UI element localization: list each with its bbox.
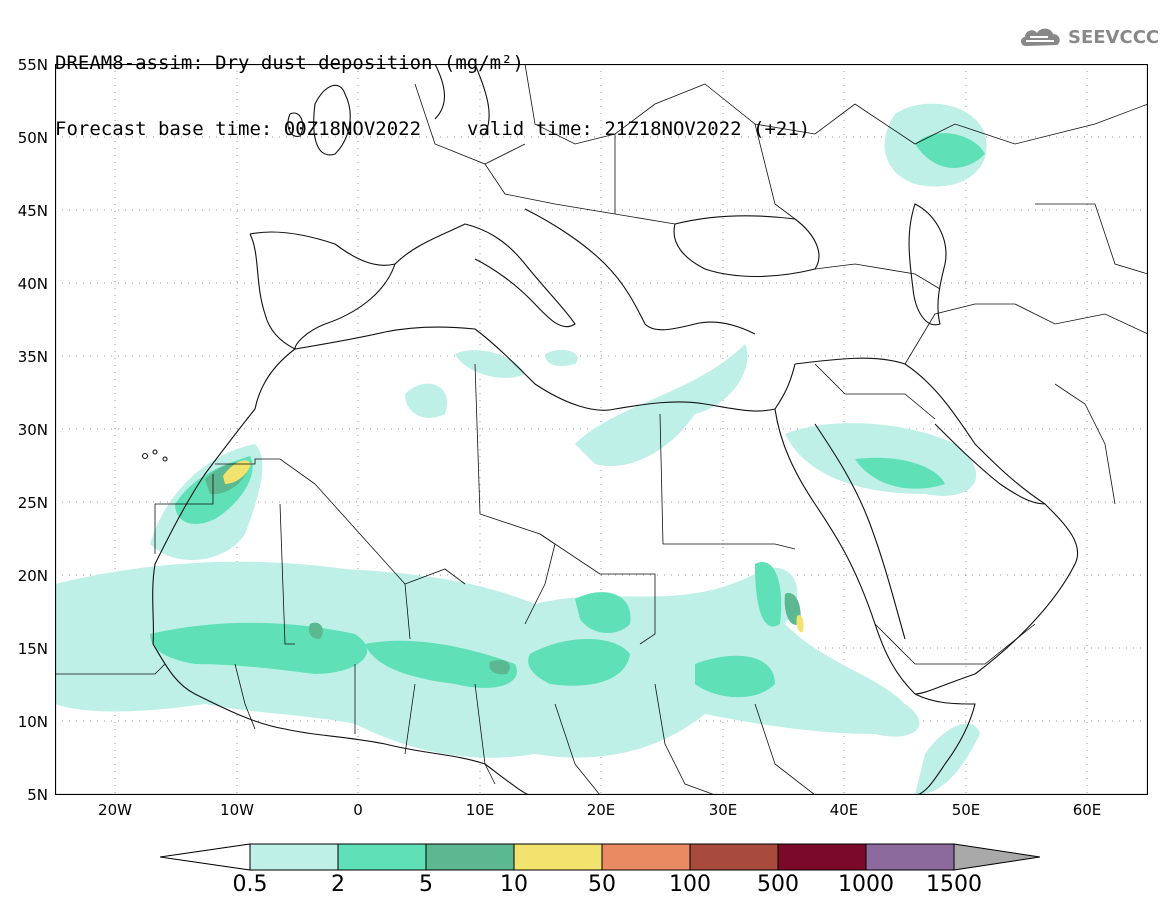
country-borders: [55, 64, 1148, 795]
colorbar-bin-7: [777, 843, 867, 871]
colorbar-bin-4: [513, 843, 603, 871]
colorbar-tick-10: 10: [500, 872, 528, 897]
lat-label-50n: 50N: [17, 129, 48, 147]
colorbar-bin-3: [425, 843, 515, 871]
title-line1: DREAM8-assim: Dry dust deposition (mg/m²…: [55, 52, 524, 74]
colorbar-tick-500: 500: [757, 872, 799, 897]
valid-time-label: valid time: 21Z18NOV2022 (+21): [467, 118, 811, 140]
lon-label-0: 0: [353, 801, 363, 819]
lon-label-30e: 30E: [708, 801, 738, 819]
lat-label-45n: 45N: [17, 202, 48, 220]
logo-text: SEEVCCC: [1068, 26, 1160, 48]
colorbar-bin-1: [249, 843, 339, 871]
lat-label-55n: 55N: [17, 56, 48, 74]
colorbar-tick-100: 100: [669, 872, 711, 897]
lon-label-40e: 40E: [829, 801, 859, 819]
colorbar-under-arrow: [160, 843, 251, 871]
title-line2: Forecast base time: 00Z18NOV2022 valid t…: [55, 118, 810, 140]
lat-label-20n: 20N: [17, 567, 48, 585]
colorbar-bin-6: [689, 843, 779, 871]
lon-label-20w: 20W: [98, 801, 132, 819]
seevccc-logo: SEEVCCC: [1018, 24, 1159, 50]
colorbar-bin-8: [865, 843, 955, 871]
dust-level-4: [223, 460, 804, 633]
dust-level-2: [150, 133, 985, 698]
colorbar-over-arrow: [953, 843, 1040, 871]
lon-label-10w: 10W: [220, 801, 254, 819]
colorbar: [160, 843, 1040, 871]
colorbar-tick-5: 5: [419, 872, 433, 897]
lon-label-10e: 10E: [465, 801, 495, 819]
dust-map: [55, 64, 1148, 795]
lat-label-25n: 25N: [17, 494, 48, 512]
colorbar-tick-1500: 1500: [926, 872, 982, 897]
lon-label-60e: 60E: [1072, 801, 1102, 819]
map-border: [55, 64, 1148, 795]
lat-label-10n: 10N: [17, 713, 48, 731]
colorbar-tick-1000: 1000: [838, 872, 894, 897]
dust-level-1: [55, 103, 987, 795]
map-title: DREAM8-assim: Dry dust deposition (mg/m²…: [55, 8, 810, 162]
cloud-icon: [1020, 28, 1060, 46]
lon-label-50e: 50E: [951, 801, 981, 819]
colorbar-tick-50: 50: [588, 872, 616, 897]
base-time-label: Forecast base time: 00Z18NOV2022: [55, 118, 422, 140]
colorbar-bin-2: [337, 843, 427, 871]
colorbar-bin-5: [601, 843, 691, 871]
colorbar-tick-0-5: 0.5: [232, 872, 268, 897]
lon-label-20e: 20E: [586, 801, 616, 819]
lat-label-40n: 40N: [17, 275, 48, 293]
lat-label-30n: 30N: [17, 421, 48, 439]
coastlines: [141, 64, 1079, 795]
lat-label-35n: 35N: [17, 348, 48, 366]
colorbar-tick-2: 2: [331, 872, 345, 897]
lat-label-5n: 5N: [27, 786, 48, 804]
lat-label-15n: 15N: [17, 640, 48, 658]
